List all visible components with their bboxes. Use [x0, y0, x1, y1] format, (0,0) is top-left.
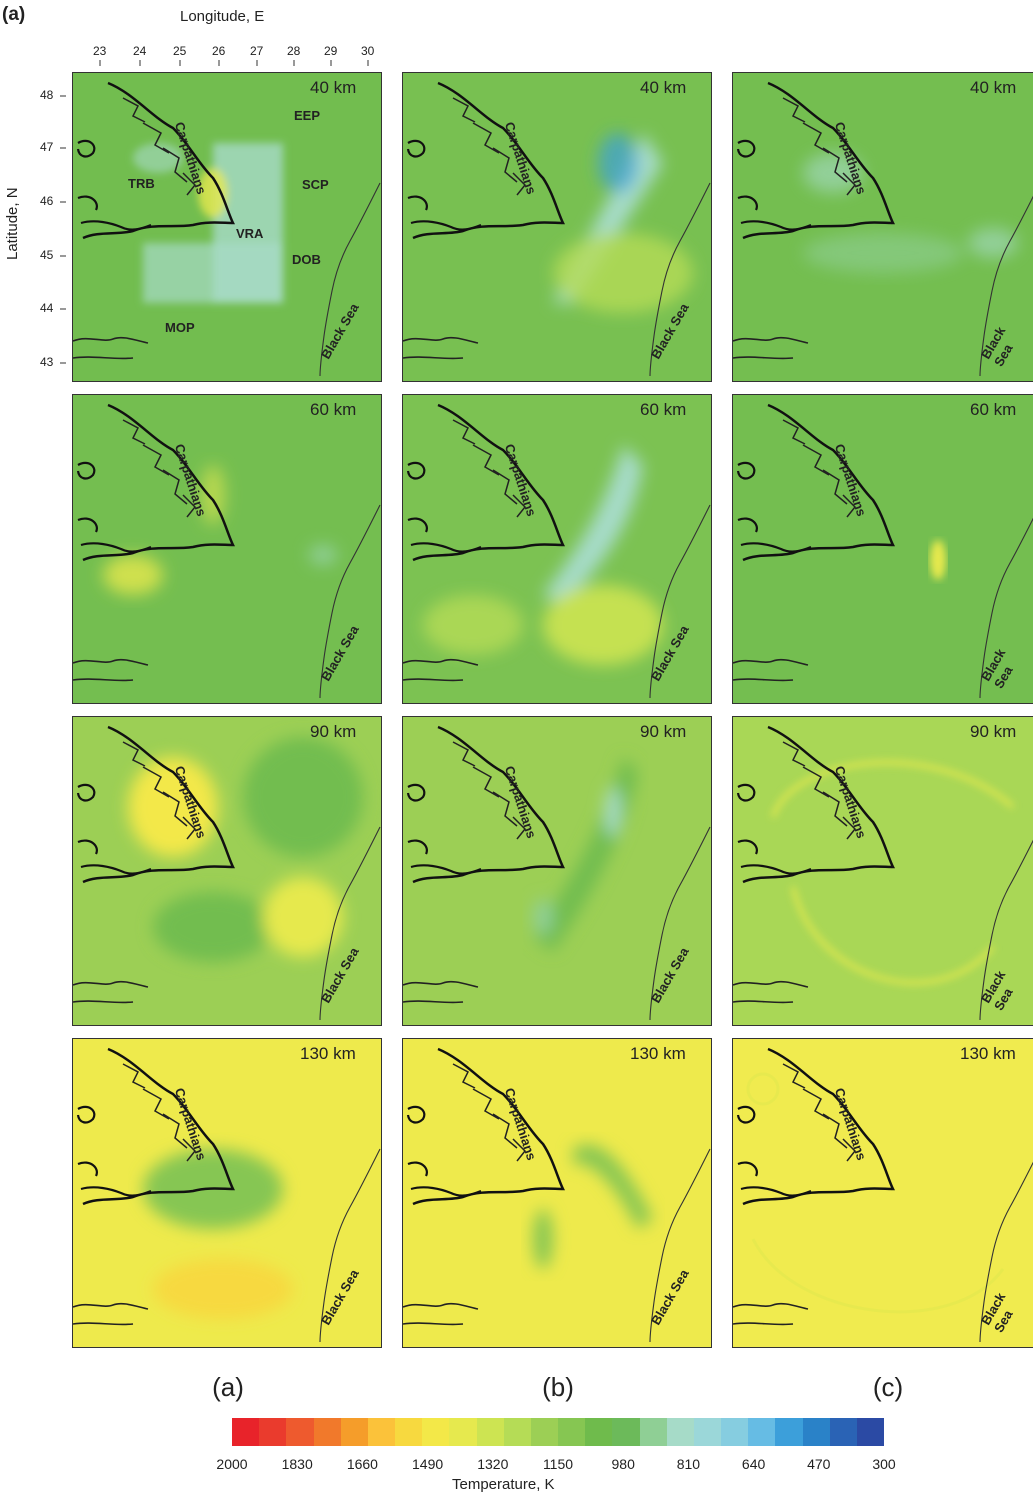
depth-label-b-130: 130 km — [630, 1044, 686, 1063]
colorbar-swatch — [530, 1418, 559, 1446]
colorbar-swatch — [693, 1418, 722, 1446]
colorbar-tick-label: 640 — [741, 1456, 766, 1472]
lon-tick: 26 — [212, 44, 226, 58]
colorbar-swatch — [340, 1418, 369, 1446]
depth-label-c-130: 130 km — [960, 1044, 1016, 1063]
region-label-vra: VRA — [236, 226, 264, 241]
lon-tick: 29 — [324, 44, 338, 58]
region-label-trb: TRB — [128, 176, 155, 191]
lat-tick: 44 — [40, 301, 54, 315]
region-label-mop: MOP — [165, 320, 195, 335]
colorbar-swatch — [286, 1418, 314, 1446]
lon-tick: 25 — [173, 44, 187, 58]
figure-label: (a) — [2, 4, 26, 25]
depth-label-c-40: 40 km — [970, 78, 1017, 97]
colorbar-tick-label: 2000 — [216, 1456, 248, 1472]
depth-label-b-90: 90 km — [640, 722, 687, 741]
map-panel-c-60km — [732, 394, 1033, 704]
colorbar-tick-label: 470 — [807, 1456, 831, 1472]
lon-tick: 23 — [93, 44, 107, 58]
lat-tick: 48 — [40, 88, 54, 102]
region-label-dob: DOB — [292, 252, 321, 267]
depth-label-a-60: 60 km — [310, 400, 357, 419]
map-panel-a-60km — [72, 394, 382, 704]
lat-tick: 43 — [40, 355, 54, 369]
x-axis-title: Longitude, E — [180, 8, 265, 25]
colorbar-swatch — [422, 1418, 450, 1446]
colorbar-swatch — [449, 1418, 477, 1446]
depth-label-b-60: 60 km — [640, 400, 687, 419]
depth-label-c-90: 90 km — [970, 722, 1017, 741]
colorbar-swatch — [856, 1418, 885, 1446]
map-panel-b-90km — [402, 716, 712, 1026]
colorbar-tick-label: 1660 — [346, 1456, 378, 1472]
colorbar-tick-label: 1490 — [412, 1456, 444, 1472]
lat-tick: 46 — [40, 194, 54, 208]
map-panel-c-90km — [732, 716, 1033, 1026]
depth-label-a-90: 90 km — [310, 722, 357, 741]
colorbar-tick-label: 1320 — [477, 1456, 509, 1472]
colorbar-tick-label: 1830 — [281, 1456, 313, 1472]
colorbar-swatch — [666, 1418, 695, 1446]
region-label-eep: EEP — [294, 108, 321, 123]
colorbar-swatch — [748, 1418, 776, 1446]
colorbar-swatch — [367, 1418, 396, 1446]
colorbar-swatch — [503, 1418, 532, 1446]
map-panel-a-40km — [72, 72, 382, 382]
colorbar-swatch — [476, 1418, 505, 1446]
column-label-c: (c) — [872, 1372, 904, 1402]
colorbar-swatch — [313, 1418, 342, 1446]
colorbar-tick-label: 300 — [872, 1456, 896, 1472]
depth-label-b-40: 40 km — [640, 78, 687, 97]
map-panel-c-40km — [732, 72, 1033, 382]
colorbar-swatch — [612, 1418, 640, 1446]
lon-tick: 27 — [250, 44, 264, 58]
colorbar-swatch — [585, 1418, 613, 1446]
colorbar-swatch — [639, 1418, 668, 1446]
colorbar-swatch — [775, 1418, 803, 1446]
map-panel-b-130km — [402, 1038, 712, 1348]
colorbar-swatch — [721, 1418, 749, 1446]
lat-tick: 45 — [40, 248, 54, 262]
map-panel-a-90km — [72, 716, 382, 1026]
depth-label-a-130: 130 km — [300, 1044, 356, 1063]
lon-tick: 30 — [361, 44, 375, 58]
column-label-b: (b) — [542, 1372, 574, 1402]
map-panel-b-60km — [402, 394, 712, 704]
colorbar-tick-label: 810 — [676, 1456, 701, 1472]
region-label-scp: SCP — [302, 177, 329, 192]
colorbar-swatch — [232, 1418, 260, 1446]
depth-label-c-60: 60 km — [970, 400, 1017, 419]
colorbar-swatch — [259, 1418, 287, 1446]
colorbar-swatch — [395, 1418, 423, 1446]
colorbar-tick-label: 980 — [611, 1456, 635, 1472]
colorbar-tick-label: 1150 — [542, 1456, 574, 1472]
map-panel-a-130km — [72, 1038, 382, 1348]
column-label-a: (a) — [212, 1372, 244, 1402]
lon-tick: 24 — [133, 44, 147, 58]
lat-tick: 47 — [40, 140, 54, 154]
map-panel-c-130km — [732, 1038, 1033, 1348]
lon-tick: 28 — [287, 44, 301, 58]
map-panel-b-40km — [402, 72, 712, 382]
colorbar-swatch — [802, 1418, 831, 1446]
depth-label-a-40: 40 km — [310, 78, 357, 97]
colorbar-title: Temperature, K — [452, 1476, 555, 1493]
colorbar-swatch — [558, 1418, 586, 1446]
colorbar-swatch — [829, 1418, 858, 1446]
